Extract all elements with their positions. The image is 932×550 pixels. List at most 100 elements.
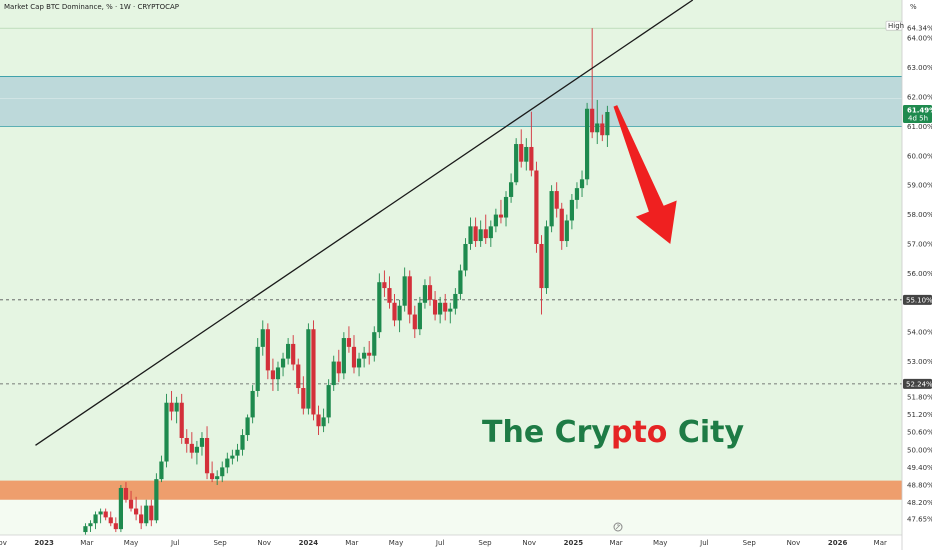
candle-body-72[interactable] xyxy=(448,308,453,312)
candle-body-25[interactable] xyxy=(210,473,215,480)
candle-body-54[interactable] xyxy=(356,358,362,368)
candle-body-19[interactable] xyxy=(179,402,184,438)
candle-body-49[interactable] xyxy=(331,361,336,386)
candle-body-7[interactable] xyxy=(118,487,123,530)
candle-body-77[interactable] xyxy=(473,226,478,242)
candle-body-66[interactable] xyxy=(417,302,422,330)
candle-body-45[interactable] xyxy=(311,329,316,415)
candle-body-57[interactable] xyxy=(372,332,377,356)
candle-body-62[interactable] xyxy=(397,305,402,321)
candle-body-67[interactable] xyxy=(422,285,428,303)
candle-body-83[interactable] xyxy=(503,196,509,218)
candle-body-35[interactable] xyxy=(260,329,265,347)
candle-body-18[interactable] xyxy=(174,402,179,412)
candle-body-50[interactable] xyxy=(336,361,341,374)
candle-body-32[interactable] xyxy=(245,417,250,436)
trendline[interactable] xyxy=(35,0,694,446)
candle-body-30[interactable] xyxy=(235,449,240,456)
candle-body-29[interactable] xyxy=(230,455,235,459)
candle-body-39[interactable] xyxy=(280,358,286,368)
candle-body-26[interactable] xyxy=(215,476,220,480)
candle-body-27[interactable] xyxy=(220,467,225,477)
candle-body-23[interactable] xyxy=(199,437,205,447)
candle-body-85[interactable] xyxy=(514,144,519,183)
candle-body-41[interactable] xyxy=(291,343,296,365)
candle-body-28[interactable] xyxy=(225,458,230,468)
candle-body-76[interactable] xyxy=(468,226,473,244)
candle-body-58[interactable] xyxy=(377,282,382,333)
candle-body-79[interactable] xyxy=(483,229,488,239)
candle-body-53[interactable] xyxy=(351,346,357,368)
candle-body-91[interactable] xyxy=(544,226,549,289)
candle-body-84[interactable] xyxy=(508,182,514,197)
candle-body-34[interactable] xyxy=(255,346,260,391)
candle-body-44[interactable] xyxy=(306,329,311,409)
candle-body-81[interactable] xyxy=(493,214,498,227)
candle-body-60[interactable] xyxy=(387,288,392,303)
candle-body-48[interactable] xyxy=(326,385,331,418)
candle-body-20[interactable] xyxy=(184,437,189,444)
candle-body-68[interactable] xyxy=(427,285,433,300)
candle-body-89[interactable] xyxy=(534,170,539,244)
candle-body-73[interactable] xyxy=(453,293,458,309)
candle-body-96[interactable] xyxy=(569,199,574,221)
candle-body-93[interactable] xyxy=(554,191,559,209)
candle-body-56[interactable] xyxy=(367,352,372,356)
candle-body-70[interactable] xyxy=(438,302,443,315)
candle-body-65[interactable] xyxy=(412,314,417,330)
candle-body-82[interactable] xyxy=(498,214,504,218)
candle-body-43[interactable] xyxy=(301,388,306,409)
candle-body-24[interactable] xyxy=(204,437,210,474)
candle-body-36[interactable] xyxy=(265,329,270,371)
candle-body-38[interactable] xyxy=(275,367,281,380)
candle-body-2[interactable] xyxy=(93,514,98,524)
candle-body-74[interactable] xyxy=(458,270,463,294)
candle-body-0[interactable] xyxy=(83,526,88,533)
price-axis-panel[interactable] xyxy=(902,0,932,550)
candle-body-75[interactable] xyxy=(463,243,468,271)
candle-body-10[interactable] xyxy=(133,508,139,515)
candle-body-101[interactable] xyxy=(595,123,600,133)
candle-body-42[interactable] xyxy=(296,364,301,389)
candle-body-98[interactable] xyxy=(579,179,585,189)
candle-body-31[interactable] xyxy=(240,435,245,450)
candle-body-15[interactable] xyxy=(159,461,164,480)
candle-body-37[interactable] xyxy=(270,370,276,380)
candle-body-1[interactable] xyxy=(88,523,93,527)
candle-body-51[interactable] xyxy=(341,338,346,374)
candle-body-69[interactable] xyxy=(432,299,438,315)
candle-body-21[interactable] xyxy=(189,443,194,453)
candle-body-90[interactable] xyxy=(539,243,544,289)
candle-body-8[interactable] xyxy=(123,487,129,500)
candle-body-86[interactable] xyxy=(519,144,524,162)
candle-body-63[interactable] xyxy=(402,276,407,306)
time-axis-panel[interactable] xyxy=(0,535,902,550)
candle-body-71[interactable] xyxy=(443,302,448,312)
candle-body-47[interactable] xyxy=(321,417,326,427)
candle-body-94[interactable] xyxy=(559,208,564,242)
candle-body-92[interactable] xyxy=(549,191,554,227)
candle-body-55[interactable] xyxy=(362,352,367,359)
candle-body-61[interactable] xyxy=(392,302,397,321)
candle-body-33[interactable] xyxy=(250,390,255,418)
candle-body-5[interactable] xyxy=(108,517,113,524)
candle-body-12[interactable] xyxy=(144,505,149,524)
candle-body-78[interactable] xyxy=(478,229,483,242)
candle-body-103[interactable] xyxy=(605,111,610,136)
candle-body-4[interactable] xyxy=(103,511,108,518)
bearish-arrow[interactable] xyxy=(613,105,677,244)
candle-body-88[interactable] xyxy=(529,146,534,171)
candle-body-100[interactable] xyxy=(590,108,595,133)
candle-body-13[interactable] xyxy=(149,505,154,521)
candle-body-14[interactable] xyxy=(154,479,159,521)
candle-body-99[interactable] xyxy=(584,108,590,180)
candle-body-95[interactable] xyxy=(564,220,569,242)
candle-body-102[interactable] xyxy=(600,123,605,136)
candle-body-9[interactable] xyxy=(128,499,134,509)
candle-body-46[interactable] xyxy=(316,414,321,427)
candle-body-11[interactable] xyxy=(139,514,144,524)
event-icon[interactable] xyxy=(613,522,623,532)
candle-body-16[interactable] xyxy=(164,402,169,462)
